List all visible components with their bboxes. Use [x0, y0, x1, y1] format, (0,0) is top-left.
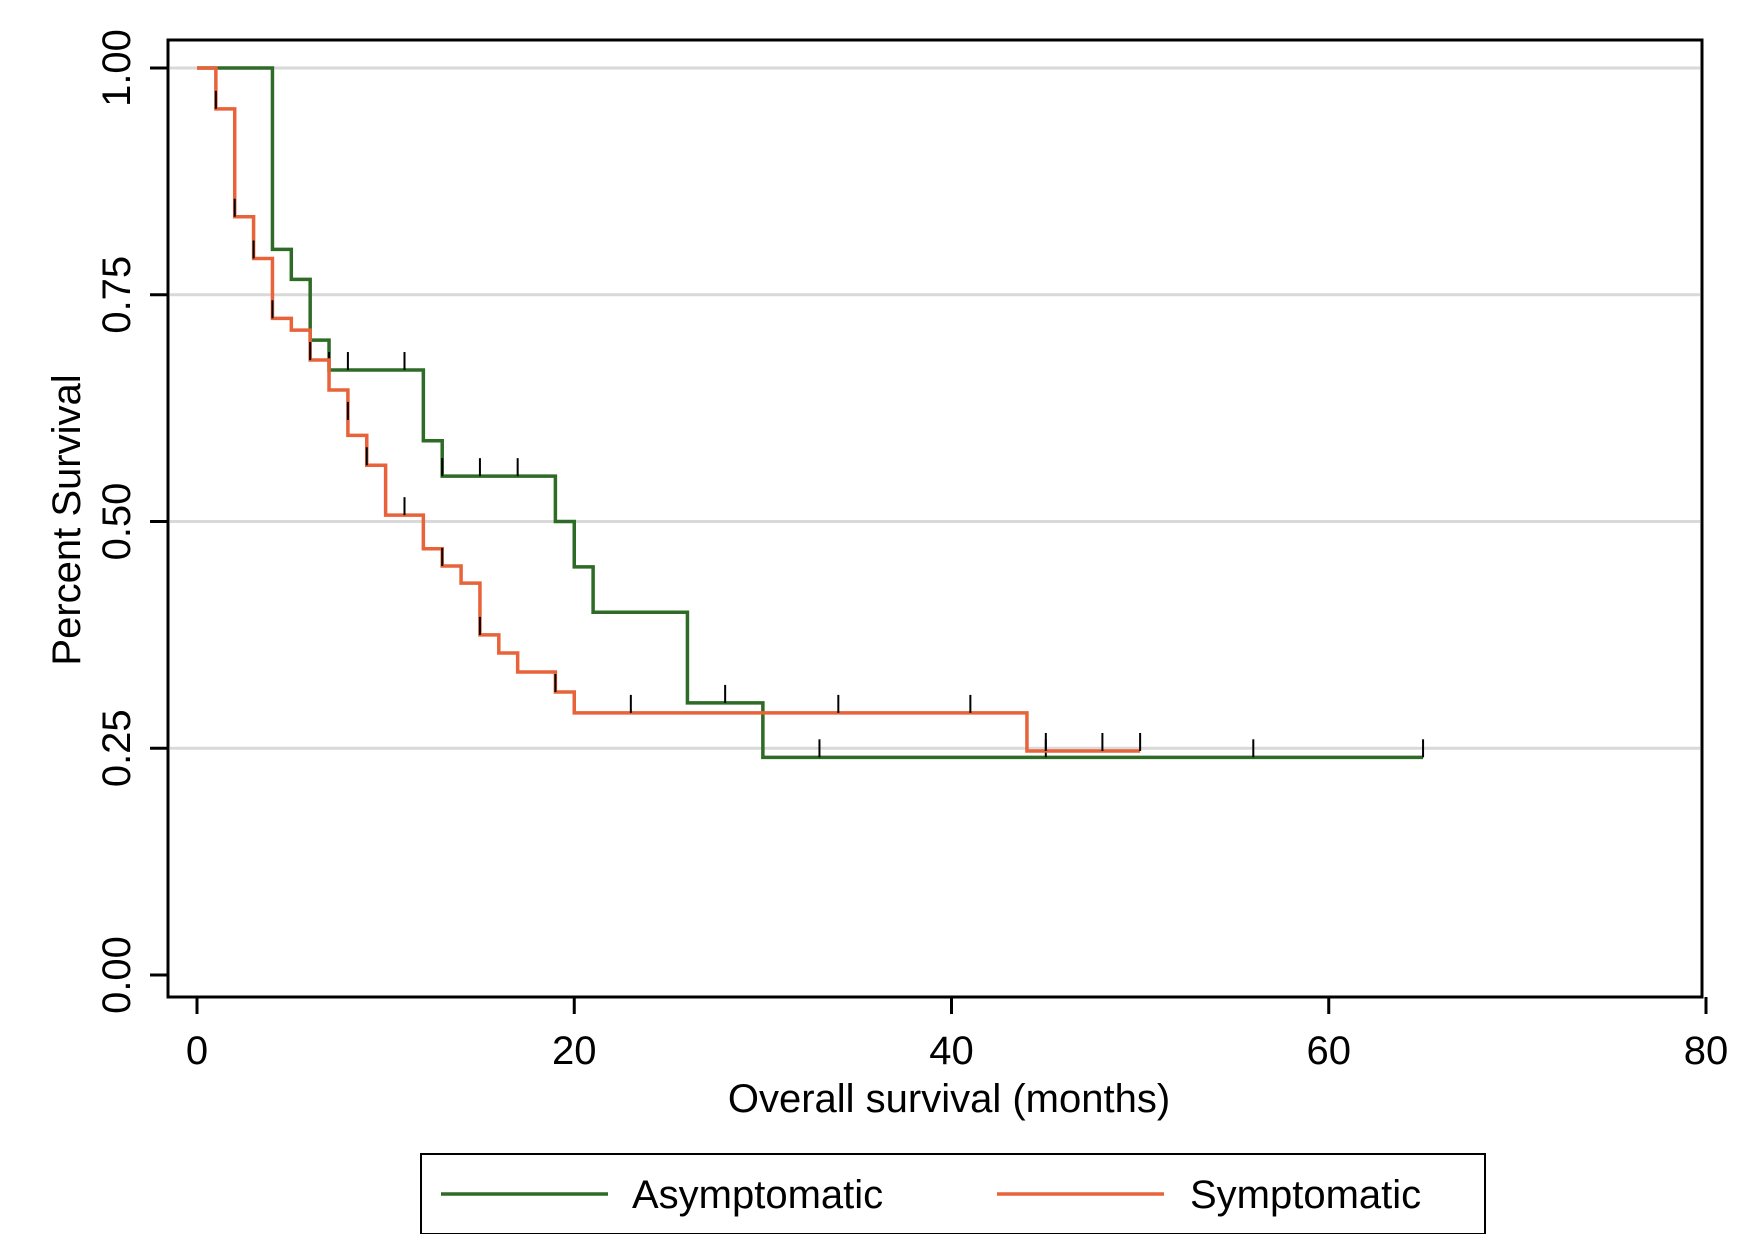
x-tick-label: 20	[552, 1029, 597, 1073]
gridlines	[170, 66, 1700, 750]
legend-box	[420, 1153, 1486, 1234]
legend-label: Asymptomatic	[632, 1173, 883, 1217]
x-tick-label: 40	[929, 1029, 974, 1073]
series-line-asymptomatic	[197, 66, 1424, 760]
y-tick-label: 0.25	[95, 709, 139, 787]
x-tick-label: 80	[1684, 1029, 1729, 1073]
x-tick-label: 60	[1307, 1029, 1352, 1073]
y-axis: 0.00 0.25 0.50 0.75 1.00	[95, 29, 168, 1014]
series-line-symptomatic	[197, 66, 1141, 753]
legend: Asymptomatic Symptomatic	[420, 1153, 1486, 1234]
y-axis-title: Percent Survival	[45, 374, 89, 665]
x-tick-label: 0	[186, 1029, 208, 1073]
y-tick-label: 1.00	[95, 29, 139, 107]
plot-frame	[166, 38, 1704, 999]
series-layer	[197, 66, 1425, 760]
x-axis-title: Overall survival (months)	[728, 1077, 1170, 1121]
legend-label: Symptomatic	[1190, 1173, 1421, 1217]
y-tick-label: 0.00	[95, 936, 139, 1014]
x-axis: 0 20 40 60 80	[186, 997, 1728, 1073]
y-tick-label: 0.50	[95, 483, 139, 561]
y-tick-label: 0.75	[95, 256, 139, 334]
